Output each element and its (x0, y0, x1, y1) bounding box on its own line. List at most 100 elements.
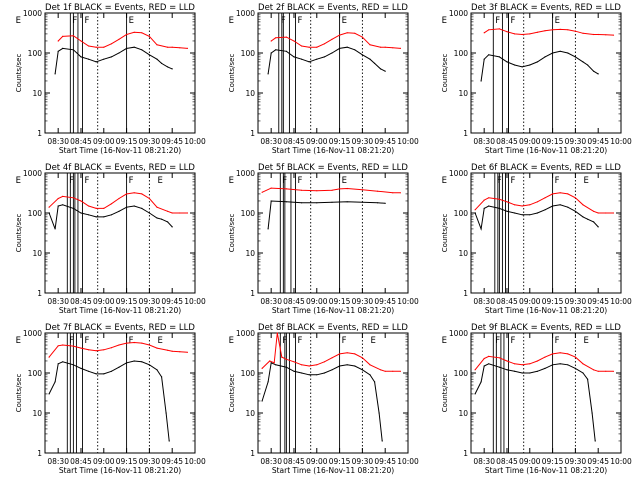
series-point (270, 362, 272, 364)
series-point (141, 342, 143, 344)
x-tick-label: 10:00 (397, 297, 419, 306)
series-point (488, 363, 490, 365)
series-point (57, 50, 59, 52)
series-point (72, 49, 74, 51)
series-point (301, 189, 303, 191)
event-annotation: F (282, 176, 287, 186)
event-annotation: E (16, 176, 21, 186)
chart-panel: Det 5f BLACK = Events, RED = LLD 1 10 100 10… (228, 163, 419, 315)
series-point (165, 412, 167, 414)
series-point (148, 212, 150, 214)
series-point (308, 46, 310, 48)
series-point (126, 33, 128, 36)
series-point (506, 61, 508, 63)
series-point (346, 364, 348, 366)
series-point (529, 204, 531, 206)
event-annotation: F (85, 176, 90, 186)
series-point (392, 47, 394, 49)
series-point (536, 201, 539, 203)
series-point (521, 372, 523, 374)
series-point (316, 374, 318, 376)
x-tick-label: 08:30 (260, 457, 282, 466)
series-point (126, 362, 128, 364)
series-point (612, 34, 615, 36)
event-annotation: E (129, 16, 134, 26)
series-point (261, 191, 263, 193)
series-point (103, 216, 105, 218)
y-tick-label: 100 (28, 209, 43, 218)
series-point (156, 347, 158, 349)
series-point (544, 30, 546, 32)
y-tick-label: 10 (458, 409, 468, 418)
series-point (483, 32, 485, 34)
event-annotation: E (583, 336, 588, 346)
y-axis-label: Counts/sec (228, 214, 236, 253)
series-point (316, 46, 318, 48)
x-tick-label: 10:00 (610, 457, 632, 466)
series-point (521, 205, 523, 207)
event-annotation: F (129, 176, 134, 186)
x-tick-label: 08:30 (47, 137, 69, 146)
series-point (514, 370, 516, 372)
series-point (186, 351, 188, 353)
event-annotation: E (16, 16, 21, 26)
series-point (339, 34, 341, 36)
lld-series-line (270, 32, 401, 49)
series-point (179, 47, 181, 49)
event-annotation: F (69, 176, 74, 186)
series-point (88, 349, 90, 351)
series-point (544, 56, 546, 58)
plot-frame (44, 332, 196, 454)
series-point (574, 197, 577, 199)
y-tick-label: 1000 (23, 9, 42, 18)
x-tick-label: 09:15 (116, 457, 138, 466)
x-tick-label: 09:45 (587, 137, 609, 146)
series-point (267, 228, 269, 230)
series-point (597, 370, 599, 372)
series-point (156, 58, 158, 60)
event-annotation: F (511, 176, 516, 186)
series-point (514, 33, 516, 35)
series-point (285, 201, 287, 203)
series-point (399, 47, 401, 50)
x-tick-label: 09:30 (565, 457, 587, 466)
x-tick-label: 09:45 (587, 297, 609, 306)
series-point (346, 352, 348, 354)
chart-panel: Det 1f BLACK = Events, RED = LLD 1 10 100 10… (15, 3, 206, 155)
x-tick-label: 08:45 (283, 137, 305, 146)
x-tick-label: 09:30 (352, 137, 374, 146)
series-point (480, 381, 482, 383)
series-point (593, 70, 595, 72)
x-tick-label: 08:30 (260, 137, 282, 146)
series-point (126, 193, 128, 195)
series-point (529, 64, 531, 66)
x-tick-label: 09:00 (93, 137, 115, 146)
series-point (506, 360, 508, 362)
series-point (529, 363, 531, 365)
series-point (293, 56, 295, 58)
series-point (62, 204, 64, 206)
series-point (552, 52, 554, 54)
x-tick-label: 09:30 (352, 297, 374, 306)
chart-title: Det 5f BLACK = Events, RED = LLD (258, 163, 408, 173)
series-point (141, 207, 143, 209)
series-point (582, 363, 584, 365)
series-point (593, 369, 595, 371)
series-point (587, 218, 589, 220)
event-annotation: F (298, 16, 303, 26)
events-series-line (480, 50, 599, 82)
series-point (88, 58, 90, 60)
series-point (346, 187, 348, 190)
series-point (281, 356, 283, 358)
series-point (276, 332, 278, 334)
x-tick-label: 09:00 (93, 457, 115, 466)
x-tick-label: 08:45 (496, 457, 518, 466)
series-point (536, 61, 539, 63)
series-point (110, 56, 112, 58)
series-point (361, 36, 363, 38)
series-point (488, 54, 490, 56)
x-tick-label: 09:45 (161, 297, 183, 306)
series-point (488, 205, 490, 207)
event-annotation: F (85, 336, 90, 346)
series-point (521, 364, 523, 366)
